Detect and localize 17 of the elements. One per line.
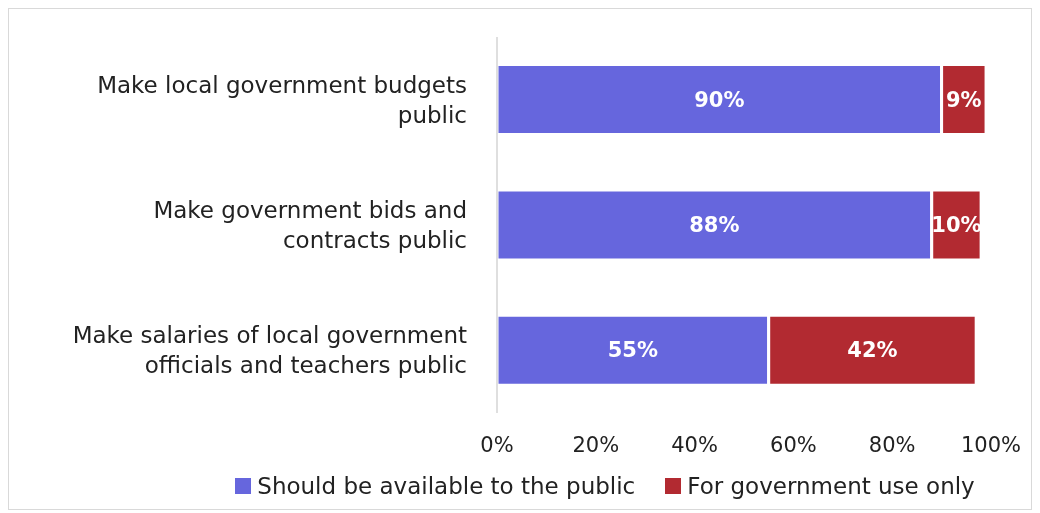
- data-label: 55%: [607, 338, 658, 363]
- x-tick-label: 60%: [770, 432, 817, 457]
- x-tick-label: 100%: [960, 432, 1022, 457]
- data-label: 10%: [931, 212, 982, 237]
- x-tick-label: 0%: [480, 432, 514, 457]
- data-label: 9%: [946, 87, 982, 112]
- x-tick-label: 80%: [868, 432, 916, 457]
- y-tick-label: Make government bids and contracts public: [153, 197, 467, 253]
- y-tick-label: Make salaries of local government officials and teachers public: [72, 322, 467, 379]
- data-label: 88%: [689, 212, 740, 237]
- x-tick-label: 20%: [572, 432, 620, 457]
- legend-label: For government use only: [686, 473, 975, 499]
- x-tick-label: 40%: [671, 432, 718, 457]
- legend-label: Should be available to the public: [256, 473, 636, 499]
- y-tick-label: Make local government budgets public: [97, 71, 467, 128]
- data-label: 42%: [847, 338, 898, 363]
- data-label: 90%: [694, 87, 745, 112]
